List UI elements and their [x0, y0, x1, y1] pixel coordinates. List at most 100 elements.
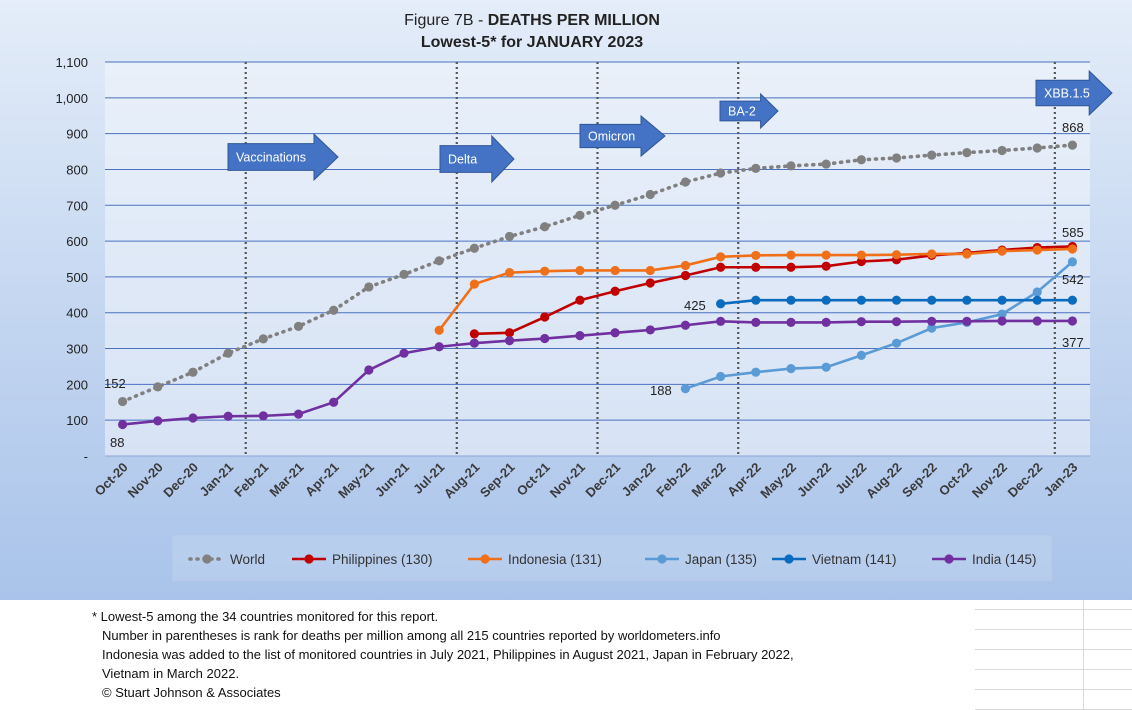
y-tick-label: 1,100 — [55, 55, 88, 70]
data-label: 542 — [1062, 272, 1084, 287]
series-vietnam — [716, 295, 1078, 309]
data-point — [786, 295, 796, 305]
chart-area: Figure 7B - DEATHS PER MILLION Lowest-5*… — [0, 0, 1132, 600]
data-point — [751, 367, 761, 377]
data-point — [856, 350, 866, 360]
annotation-arrow: BA-2 — [719, 92, 779, 130]
data-point — [610, 265, 620, 276]
legend-item: World — [188, 552, 265, 567]
data-point — [610, 200, 620, 210]
data-point — [927, 295, 937, 305]
data-point — [645, 325, 655, 335]
series-indonesia — [434, 244, 1078, 335]
chart-title-prefix: Figure 7B - — [404, 12, 488, 29]
arrow-label: Vaccinations — [236, 151, 306, 165]
data-point — [469, 329, 479, 339]
legend-item: Japan (135) — [645, 552, 757, 567]
data-point — [962, 316, 972, 326]
legend-label: Indonesia (131) — [508, 552, 602, 567]
footnote-line-1: * Lowest-5 among the 34 countries monito… — [92, 609, 439, 624]
data-point — [434, 325, 444, 335]
data-point — [540, 312, 550, 322]
chart-subtitle: Lowest-5* for JANUARY 2023 — [421, 34, 643, 51]
data-point — [645, 265, 655, 276]
data-point — [188, 367, 198, 377]
data-point — [223, 411, 233, 421]
y-tick-label: 700 — [66, 198, 88, 213]
data-point — [258, 334, 268, 344]
footnote-line-4: Vietnam in March 2022. — [102, 666, 240, 681]
series-line — [685, 260, 1074, 390]
data-point — [1032, 316, 1042, 326]
data-point — [927, 323, 937, 333]
data-point — [223, 348, 233, 358]
data-point — [117, 396, 128, 407]
data-point — [364, 282, 374, 292]
arrow-label: XBB.1.5 — [1044, 87, 1090, 101]
legend-item: Vietnam (141) — [772, 552, 897, 567]
legend-swatch-marker — [202, 554, 212, 564]
data-point — [786, 364, 796, 374]
chart-svg: Figure 7B - DEATHS PER MILLION Lowest-5*… — [0, 0, 1132, 600]
data-point — [680, 177, 691, 187]
data-point — [856, 250, 866, 260]
arrow-shape — [579, 114, 666, 158]
legend-swatch-marker — [784, 554, 794, 564]
data-label: 88 — [110, 435, 124, 450]
data-point — [1067, 257, 1078, 267]
data-point — [293, 409, 304, 419]
data-point — [364, 365, 374, 375]
data-point — [469, 279, 479, 289]
data-point — [997, 309, 1007, 319]
data-point — [856, 155, 866, 165]
data-point — [680, 320, 691, 330]
data-point — [1032, 295, 1042, 305]
data-point — [891, 338, 902, 348]
data-point — [716, 262, 726, 272]
data-point — [786, 250, 796, 260]
data-point — [575, 331, 585, 341]
data-point — [1032, 287, 1042, 297]
annotation-arrow: Vaccinations — [227, 132, 339, 182]
data-point — [153, 382, 163, 392]
arrow-label: Omicron — [588, 130, 635, 144]
data-point — [751, 163, 761, 173]
data-point — [540, 222, 550, 232]
data-point — [610, 286, 620, 296]
data-point — [716, 299, 726, 309]
data-point — [962, 148, 972, 158]
data-point — [891, 153, 902, 163]
data-point — [1067, 244, 1078, 254]
data-point — [540, 333, 550, 344]
data-point — [821, 159, 831, 169]
data-point — [399, 269, 409, 280]
y-tick-label: 400 — [66, 306, 88, 321]
y-tick-label: 300 — [66, 342, 88, 357]
data-label: 188 — [650, 383, 672, 398]
data-point — [962, 249, 972, 259]
data-label: 585 — [1062, 225, 1084, 240]
data-point — [504, 336, 515, 346]
data-point — [751, 262, 761, 272]
data-point — [188, 413, 198, 423]
data-point — [716, 371, 726, 382]
data-point — [680, 270, 691, 281]
data-point — [716, 168, 726, 178]
data-label: 152 — [104, 376, 126, 391]
legend-label: Philippines (130) — [332, 552, 433, 567]
data-point — [891, 317, 902, 327]
annotation-arrow: XBB.1.5 — [1035, 69, 1113, 117]
arrow-shape — [227, 132, 339, 182]
chart-title: Figure 7B - DEATHS PER MILLION — [404, 12, 660, 29]
legend-label: Japan (135) — [685, 552, 757, 567]
arrow-shape — [1035, 69, 1113, 117]
y-tick-label: - — [84, 449, 88, 464]
legend-swatch-marker — [944, 554, 954, 564]
data-point — [504, 231, 515, 242]
y-tick-label: 1,000 — [55, 91, 88, 106]
data-point — [997, 246, 1007, 256]
data-point — [716, 252, 726, 262]
data-point — [751, 295, 761, 305]
data-point — [856, 295, 866, 305]
annotation-arrow: Delta — [439, 134, 515, 184]
